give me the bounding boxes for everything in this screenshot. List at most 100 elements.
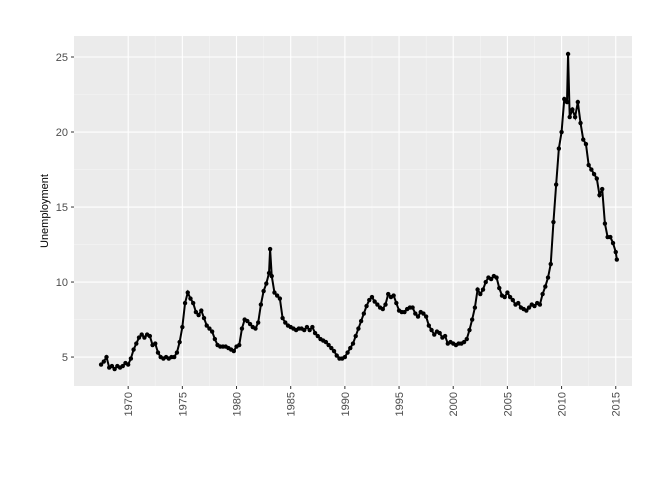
y-tick-label: 10 (56, 277, 68, 289)
point (564, 99, 570, 105)
point (610, 240, 616, 246)
point (255, 320, 261, 325)
point (185, 290, 190, 295)
point (613, 249, 618, 255)
point (312, 330, 318, 336)
point (310, 324, 315, 330)
point (551, 219, 556, 225)
x-tick-label: 2010 (557, 392, 569, 416)
point (302, 327, 307, 333)
point (134, 341, 139, 346)
point (131, 347, 136, 352)
point (442, 333, 448, 339)
point (364, 303, 369, 309)
point (120, 363, 125, 369)
point (488, 276, 494, 282)
point (323, 339, 329, 345)
y-tick-label: 25 (56, 52, 68, 64)
point (380, 306, 385, 312)
point (591, 171, 597, 177)
point (247, 321, 253, 327)
point (540, 291, 545, 297)
point (231, 348, 237, 354)
point (537, 302, 543, 307)
point (559, 129, 564, 135)
point (350, 341, 356, 346)
point (597, 192, 602, 198)
point (375, 302, 380, 307)
point (180, 324, 185, 330)
point (594, 176, 599, 181)
point (467, 327, 472, 333)
x-tick-label: 1985 (286, 392, 298, 416)
point (556, 146, 562, 151)
point (437, 330, 442, 336)
point (245, 318, 250, 324)
y-tick-label: 15 (56, 202, 68, 214)
point (413, 311, 418, 316)
point (464, 336, 469, 342)
point (112, 366, 117, 372)
point (329, 345, 334, 351)
point (572, 114, 578, 120)
point (553, 182, 559, 187)
point (394, 300, 399, 306)
point (331, 348, 337, 354)
point (567, 114, 572, 120)
point (264, 281, 269, 286)
point (153, 341, 158, 346)
point (570, 107, 575, 112)
point (608, 234, 613, 240)
point (469, 317, 475, 322)
point (353, 333, 358, 339)
x-tick-label: 1990 (340, 392, 352, 416)
point (383, 302, 388, 307)
x-tick-label: 1995 (394, 392, 406, 416)
point (423, 314, 429, 319)
point (274, 293, 280, 298)
point (391, 293, 396, 298)
point (372, 299, 377, 304)
point (109, 363, 115, 369)
point (583, 141, 589, 147)
point (507, 294, 513, 300)
point (128, 356, 134, 361)
point (258, 302, 264, 307)
point (410, 305, 415, 310)
point (177, 339, 182, 345)
point (125, 362, 131, 367)
point (494, 275, 499, 280)
point (307, 327, 312, 333)
point (345, 350, 350, 355)
y-axis-label: Unemployment (39, 174, 51, 248)
point (589, 167, 594, 172)
point (475, 287, 480, 292)
point (483, 279, 488, 285)
point (155, 350, 161, 355)
point (510, 297, 516, 303)
point (480, 287, 486, 292)
point (193, 309, 199, 315)
x-tick-label: 1975 (177, 392, 189, 416)
point (204, 323, 209, 328)
point (253, 326, 258, 331)
point (367, 297, 372, 303)
point (602, 221, 608, 226)
point (304, 324, 310, 330)
point (239, 326, 245, 331)
point (182, 300, 188, 306)
point (174, 350, 180, 355)
point (261, 288, 266, 294)
x-tick-label: 2000 (448, 392, 460, 416)
point (142, 335, 147, 340)
point (269, 273, 274, 279)
point (502, 294, 507, 300)
point (581, 137, 586, 142)
point (315, 333, 320, 339)
point (356, 326, 361, 331)
point (188, 296, 193, 301)
point (478, 291, 483, 297)
y-tick-label: 20 (56, 127, 68, 139)
point (532, 303, 537, 309)
